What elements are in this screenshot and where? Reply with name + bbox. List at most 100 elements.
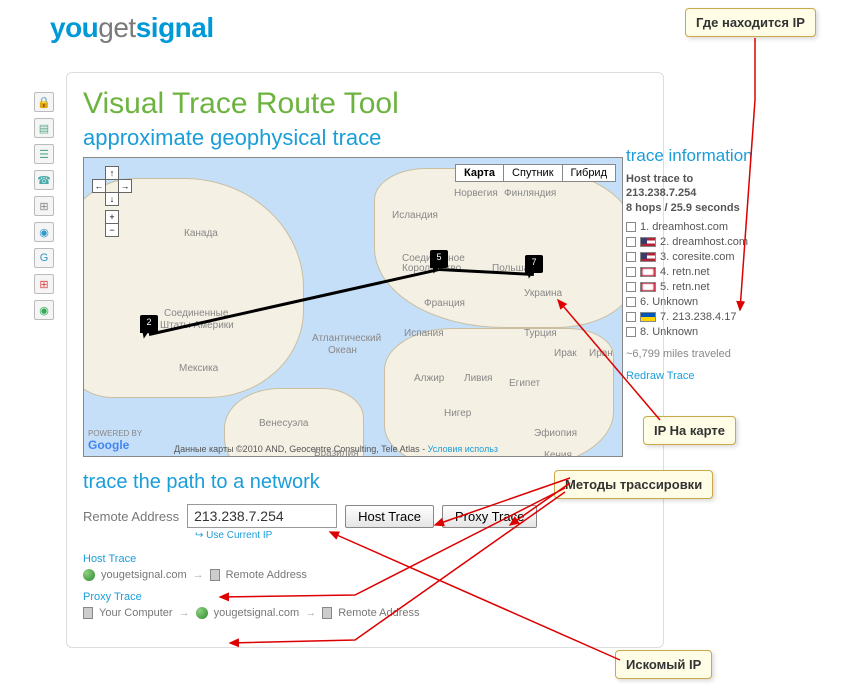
map-label: Турция	[524, 328, 557, 339]
g-icon[interactable]: G	[34, 248, 54, 268]
logo-get: get	[98, 12, 135, 43]
map-pan-zoom[interactable]: ↑ ← → ↓ + −	[92, 166, 132, 236]
legend-host-title: Host Trace	[83, 553, 647, 565]
checkbox-icon[interactable]	[626, 297, 636, 307]
hop-row: 7. 213.238.4.17	[626, 311, 776, 323]
redraw-trace-link[interactable]: Redraw Trace	[626, 370, 776, 382]
remote-address-input[interactable]	[187, 504, 337, 528]
main-panel: Visual Trace Route Tool approximate geop…	[66, 72, 664, 648]
map-label: Канада	[184, 228, 218, 239]
logo-signal: signal	[136, 12, 214, 43]
map-label: Океан	[328, 345, 357, 356]
lock-icon[interactable]: 🔒	[34, 92, 54, 112]
zoom-in[interactable]: +	[105, 210, 119, 224]
hop-row: 1. dreamhost.com	[626, 221, 776, 233]
map-label: Кения	[544, 450, 572, 457]
windows-icon[interactable]: ⊞	[34, 274, 54, 294]
callout-trace-methods: Методы трассировки	[554, 470, 713, 499]
map[interactable]: ↑ ← → ↓ + − КартаСпутникГибрид POWERED B…	[83, 157, 623, 457]
globe-icon[interactable]: ◉	[34, 222, 54, 242]
hop-row: 4. retn.net	[626, 266, 776, 278]
miles-traveled: ~6,799 miles traveled	[626, 348, 776, 360]
remote-address-label: Remote Address	[83, 509, 179, 524]
page-icon[interactable]: ▤	[34, 118, 54, 138]
checkbox-icon[interactable]	[626, 237, 636, 247]
host-trace-button[interactable]: Host Trace	[345, 505, 434, 528]
map-label: Египет	[509, 378, 540, 389]
target-ip: 213.238.7.254	[626, 186, 776, 200]
map-label: Мексика	[179, 363, 218, 374]
map-label: Эфиопия	[534, 428, 577, 439]
legend-host-row: yougetsignal.com → Remote Address	[83, 569, 647, 581]
trace-stats: 8 hops / 25.9 seconds	[626, 201, 776, 215]
network-icon[interactable]: ⊞	[34, 196, 54, 216]
hop-marker-7[interactable]: 7	[525, 255, 543, 273]
checkbox-icon[interactable]	[626, 252, 636, 262]
google-logo: POWERED BYGoogle	[88, 429, 142, 452]
hop-marker-2[interactable]: 2	[140, 315, 158, 333]
hop-row: 2. dreamhost.com	[626, 236, 776, 248]
page-title: Visual Trace Route Tool	[83, 87, 647, 121]
hop-row: 3. coresite.com	[626, 251, 776, 263]
map-label: Атлантический	[312, 333, 381, 344]
callout-ip-on-map: IP На карте	[643, 416, 736, 445]
map-label: Иран	[589, 348, 613, 359]
checkbox-icon[interactable]	[626, 312, 636, 322]
checkbox-icon[interactable]	[626, 282, 636, 292]
flag-gb-icon	[640, 267, 656, 277]
computer-icon	[83, 607, 93, 619]
hop-row: 8. Unknown	[626, 326, 776, 338]
flag-us-icon	[640, 237, 656, 247]
map-label: Ирак	[554, 348, 577, 359]
globe-icon	[83, 569, 95, 581]
page-subtitle: approximate geophysical trace	[83, 125, 647, 151]
trace-info-heading: trace information	[626, 146, 776, 166]
hop-list: 1. dreamhost.com 2. dreamhost.com 3. cores…	[626, 221, 776, 338]
callout-where-ip: Где находится IP	[685, 8, 816, 37]
logo-you: you	[50, 12, 98, 43]
map-label: Финляндия	[504, 188, 556, 199]
map-label: Франция	[424, 298, 465, 309]
hop-row: 6. Unknown	[626, 296, 776, 308]
site-logo[interactable]: yougetsignal	[50, 12, 214, 44]
map-label: Украина	[524, 288, 562, 299]
hop-row: 5. retn.net	[626, 281, 776, 293]
phone-icon[interactable]: ☎	[34, 170, 54, 190]
checkbox-icon[interactable]	[626, 327, 636, 337]
layers-icon[interactable]: ☰	[34, 144, 54, 164]
checkbox-icon[interactable]	[626, 267, 636, 277]
map-type-Спутник[interactable]: Спутник	[504, 165, 562, 181]
legend-proxy-title: Proxy Trace	[83, 591, 647, 603]
globe-icon	[196, 607, 208, 619]
server-icon	[210, 569, 220, 581]
server-icon	[322, 607, 332, 619]
legend-proxy-row: Your Computer → yougetsignal.com → Remot…	[83, 607, 647, 619]
flag-gb-icon	[640, 282, 656, 292]
flag-us-icon	[640, 252, 656, 262]
map-label: Венесуэла	[259, 418, 308, 429]
map-label: Ливия	[464, 373, 492, 384]
map-label: Испания	[404, 328, 444, 339]
tool-sidebar: 🔒 ▤ ☰ ☎ ⊞ ◉ G ⊞ ◉	[34, 92, 58, 320]
pan-right[interactable]: →	[118, 179, 132, 193]
map-type-Гибрид[interactable]: Гибрид	[563, 165, 615, 181]
map-label: Алжир	[414, 373, 444, 384]
zoom-out[interactable]: −	[105, 223, 119, 237]
host-trace-to: Host trace to	[626, 172, 776, 186]
earth-icon[interactable]: ◉	[34, 300, 54, 320]
use-current-ip-link[interactable]: Use Current IP	[195, 530, 647, 541]
map-type-switch[interactable]: КартаСпутникГибрид	[455, 164, 616, 182]
map-label: Норвегия	[454, 188, 498, 199]
checkbox-icon[interactable]	[626, 222, 636, 232]
pan-up[interactable]: ↑	[105, 166, 119, 180]
callout-target-ip: Искомый IP	[615, 650, 712, 679]
map-label: Нигер	[444, 408, 471, 419]
proxy-trace-button[interactable]: Proxy Trace	[442, 505, 537, 528]
map-type-Карта[interactable]: Карта	[456, 165, 504, 181]
trace-info-panel: trace information Host trace to 213.238.…	[626, 146, 776, 382]
pan-left[interactable]: ←	[92, 179, 106, 193]
map-label: Бразилия	[314, 448, 359, 457]
pan-down[interactable]: ↓	[105, 192, 119, 206]
hop-marker-5[interactable]: 5	[430, 250, 448, 268]
flag-ua-icon	[640, 312, 656, 322]
